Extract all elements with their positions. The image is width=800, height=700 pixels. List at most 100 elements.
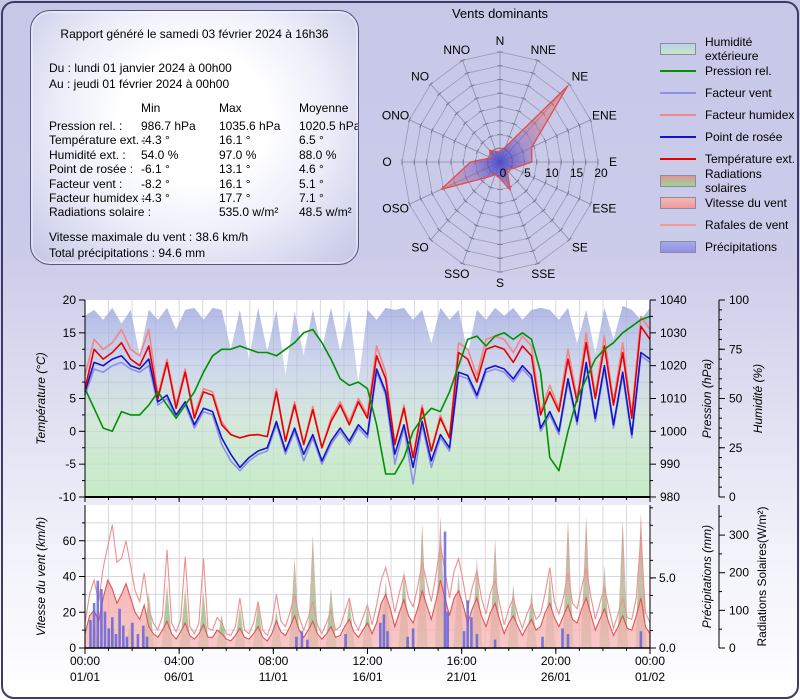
rose-direction-label: NO (411, 69, 429, 83)
stats-cell: -8.2 ° (141, 176, 170, 191)
stats-cell: 1020.5 hPa (299, 119, 359, 133)
svg-text:0.0: 0.0 (659, 641, 676, 655)
precipitation-bar (111, 617, 114, 648)
precipitation-bar (100, 589, 103, 648)
precipitation-bar (107, 628, 110, 648)
svg-text:0: 0 (729, 641, 736, 655)
x-date-label: 01/01 (70, 670, 100, 684)
legend-item: Facteur humidex (660, 104, 798, 126)
stats-panel: Rapport généré le samedi 03 février 2024… (30, 10, 359, 265)
temperature-line (84, 325, 651, 459)
legend-item-label: Radiations solaires (705, 167, 762, 195)
x-time-label: 00:00 (70, 654, 100, 668)
radiation-axis-title: Radiations Solaires(W/m²) (755, 506, 769, 646)
axis-labels: -10-505101520980990100010101020103010400… (34, 293, 769, 684)
wind-rose-polygon (440, 85, 569, 191)
timeseries-charts: -10-505101520980990100010101020103010400… (34, 293, 769, 684)
precipitation-bar (475, 634, 479, 648)
precipitation-bar (639, 631, 643, 648)
precipitation-bar (306, 639, 309, 648)
rose-direction-label: SSE (531, 267, 555, 281)
precipitation-bar (411, 628, 415, 648)
precipitation-bar (89, 620, 92, 648)
period-from: Du : lundi 01 janvier 2024 à 00h00 (49, 61, 232, 75)
legend-item-label: Précipitations (705, 240, 778, 254)
svg-text:200: 200 (729, 566, 749, 580)
precipitation-bar (300, 631, 304, 648)
legend-item: Pression rel. (660, 60, 798, 82)
period-to: Au : jeudi 01 février 2024 à 00h00 (49, 77, 230, 91)
precipitation-bar (122, 625, 125, 648)
x-date-label: 16/01 (352, 670, 382, 684)
stats-cell: 88.0 % (299, 147, 337, 162)
precipitation-bar (103, 611, 107, 648)
svg-text:1030: 1030 (660, 326, 687, 340)
stats-cell: Facteur humidex : (49, 191, 146, 205)
rose-direction-label: ONO (382, 109, 409, 123)
precipitation-bar (541, 636, 544, 648)
rose-direction-label: E (609, 155, 617, 169)
precipitation-bar (443, 531, 447, 648)
svg-text:5.0: 5.0 (659, 571, 676, 585)
legend-item: Température ext. (660, 148, 798, 170)
precipitation-bar (566, 634, 570, 648)
legend-item-label: Facteur humidex (705, 108, 795, 122)
wind-speed-area (84, 578, 651, 649)
svg-text:50: 50 (729, 392, 743, 406)
precipitation-bar (466, 600, 469, 648)
precipitation-axis-title: Précipitations (mm) (700, 525, 714, 628)
svg-text:75: 75 (729, 342, 743, 356)
x-date-label: 01/02 (635, 670, 665, 684)
legend-item-label: Pression rel. (705, 64, 772, 78)
legend-swatch-box (660, 241, 696, 253)
humidity-axis-title: Humidité (%) (751, 364, 765, 433)
precipitation-bar (446, 611, 449, 648)
stats-col-header: Min (141, 101, 161, 115)
precipitation-bar (125, 636, 129, 648)
legend-item: Humidité extérieure (660, 35, 798, 63)
x-date-label: 21/01 (447, 670, 477, 684)
dew-point-line (84, 351, 651, 469)
humidity-area (85, 305, 650, 497)
rose-direction-label: SE (572, 241, 588, 255)
wind-rose-chart: Vents dominants N NNE NE ENE E ESE SE SSE S SSO SO O… (382, 6, 617, 290)
svg-text:60: 60 (63, 534, 77, 548)
stats-cell: 535.0 w/m² (219, 205, 279, 220)
x-time-label: 00:00 (635, 654, 665, 668)
stats-cell: 6.5 ° (299, 133, 324, 148)
svg-text:1010: 1010 (660, 392, 687, 406)
precipitation-bar (114, 634, 118, 648)
solar-radiation-spike (307, 535, 319, 648)
stats-cell: 16.1 ° (219, 176, 251, 191)
rose-radial-label: 20 (594, 166, 608, 180)
legend-item: Facteur vent (660, 82, 798, 104)
rose-radial-label: 15 (570, 166, 584, 180)
svg-text:25: 25 (729, 441, 743, 455)
svg-text:100: 100 (729, 603, 749, 617)
pressure-line (84, 315, 651, 475)
svg-text:15: 15 (63, 326, 77, 340)
svg-text:5: 5 (69, 392, 76, 406)
stats-col-header: Max (219, 101, 242, 115)
precipitation-bar (406, 636, 409, 648)
svg-text:20: 20 (63, 605, 77, 619)
stats-cell: 1035.6 hPa (219, 119, 281, 133)
stats-cell: -4.3 ° (141, 133, 170, 148)
legend-item: Rafales de vent (660, 214, 798, 236)
legend-item-label: Humidité extérieure (705, 35, 759, 63)
wind-speed-axis-title: Vitesse du vent (km/h) (34, 517, 48, 636)
svg-text:300: 300 (729, 528, 749, 542)
stats-cell: Pression rel. : (49, 119, 123, 133)
rose-direction-label: SO (411, 241, 428, 255)
x-time-label: 20:00 (541, 654, 571, 668)
stats-col-header: Moyenne (299, 101, 349, 115)
svg-text:-10: -10 (59, 490, 77, 504)
svg-text:0: 0 (729, 490, 736, 504)
rose-direction-label: OSO (382, 201, 409, 215)
stats-cell: 5.1 ° (299, 176, 324, 191)
wind-max-line: Vitesse maximale du vent : 38.6 km/h (49, 230, 249, 244)
x-date-label: 06/01 (164, 670, 194, 684)
solar-radiation-spike (617, 520, 629, 648)
precipitation-bar (118, 608, 121, 648)
chart-legend: Humidité extérieure Pression rel. Facteur … (660, 35, 798, 258)
